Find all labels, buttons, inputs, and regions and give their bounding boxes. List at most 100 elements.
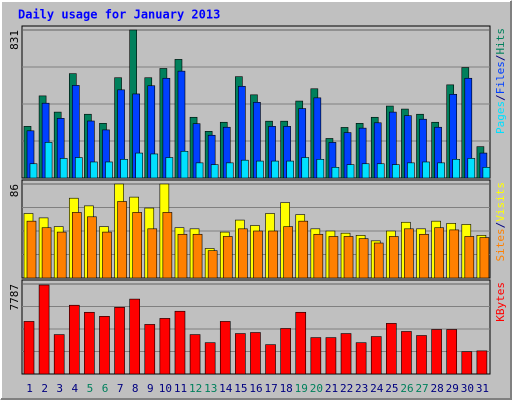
bar	[238, 228, 248, 279]
legend: Pages/Files/Hits	[494, 28, 507, 134]
bar	[132, 212, 142, 279]
x-tick-label: 20	[310, 382, 323, 395]
bar	[346, 164, 355, 179]
bar	[361, 163, 370, 179]
bar	[404, 228, 414, 279]
bar	[256, 160, 264, 179]
bar	[165, 157, 174, 179]
bar	[135, 152, 143, 179]
bar	[355, 342, 367, 375]
legend-entry: Sites	[494, 228, 507, 261]
bar	[174, 310, 186, 375]
bar	[401, 331, 412, 375]
bar	[310, 337, 322, 375]
bar	[313, 233, 324, 279]
x-tick-label: 3	[56, 382, 63, 395]
bar	[235, 333, 246, 375]
bar	[389, 236, 399, 279]
bar	[59, 158, 68, 179]
bar	[105, 161, 113, 179]
bar	[431, 329, 442, 375]
bar	[99, 316, 110, 375]
x-tick-label: 14	[219, 382, 233, 395]
x-tick-label: 24	[370, 382, 384, 395]
y-tick-label: 831	[8, 30, 21, 50]
bar	[422, 161, 430, 179]
bar	[71, 212, 82, 279]
bar	[464, 236, 475, 279]
x-tick-label: 23	[355, 382, 368, 395]
x-tick-label: 5	[87, 382, 94, 395]
legend-entry: Visits	[494, 182, 507, 222]
bar	[26, 220, 37, 279]
x-tick-label: 11	[174, 382, 187, 395]
bar	[392, 164, 400, 179]
bar	[370, 336, 382, 375]
bar	[195, 162, 204, 179]
legend-separator: /	[494, 55, 507, 62]
x-tick-label: 12	[189, 382, 202, 395]
legend-entry: Hits	[494, 28, 507, 55]
bar	[358, 238, 369, 279]
bar	[482, 167, 491, 179]
bar	[449, 229, 460, 279]
x-tick-label: 7	[117, 382, 124, 395]
bar	[192, 233, 203, 279]
bar	[286, 160, 294, 179]
bar	[479, 237, 490, 279]
bar	[373, 242, 384, 279]
x-tick-label: 22	[340, 382, 353, 395]
x-tick-label: 16	[249, 382, 262, 395]
x-tick-label: 29	[446, 382, 459, 395]
bar	[386, 323, 397, 375]
bar	[102, 231, 112, 279]
x-tick-label: 19	[295, 382, 308, 395]
bar	[84, 311, 95, 375]
bar	[210, 164, 219, 179]
x-tick-label: 15	[234, 382, 247, 395]
x-tick-label: 17	[264, 382, 277, 395]
legend: KBytes	[494, 282, 507, 322]
bar	[159, 318, 171, 375]
bar	[204, 342, 216, 375]
x-tick-label: 1	[26, 382, 33, 395]
bar	[283, 226, 293, 279]
bar	[44, 142, 53, 179]
y-tick-label: 7787	[8, 284, 21, 311]
bar	[253, 230, 263, 279]
bar	[461, 351, 473, 375]
bar	[207, 250, 218, 279]
bar	[376, 163, 385, 179]
x-tick-label: 10	[159, 382, 172, 395]
bar	[241, 159, 249, 179]
bar	[271, 160, 279, 179]
bar	[419, 233, 429, 279]
bar	[180, 150, 189, 179]
x-tick-label: 4	[72, 382, 79, 395]
x-tick-label: 27	[415, 382, 428, 395]
bar	[68, 304, 80, 375]
bar	[316, 158, 325, 179]
x-tick-label: 25	[385, 382, 398, 395]
legend-entry: Files	[494, 61, 507, 94]
x-tick-label: 8	[132, 382, 139, 395]
bar	[56, 231, 67, 279]
bar	[407, 162, 415, 179]
x-tick-label: 13	[204, 382, 217, 395]
bar	[150, 153, 159, 179]
bar	[90, 161, 98, 179]
x-tick-label: 18	[280, 382, 293, 395]
bar	[434, 227, 444, 279]
bar	[301, 157, 310, 179]
x-tick-label: 28	[431, 382, 444, 395]
x-tick-label: 9	[147, 382, 154, 395]
bar	[120, 158, 128, 179]
bar	[222, 236, 233, 279]
bar	[437, 162, 445, 179]
bar	[446, 329, 458, 375]
bar	[250, 332, 261, 375]
bar	[340, 333, 352, 375]
bar	[343, 236, 354, 279]
bar	[452, 158, 461, 179]
